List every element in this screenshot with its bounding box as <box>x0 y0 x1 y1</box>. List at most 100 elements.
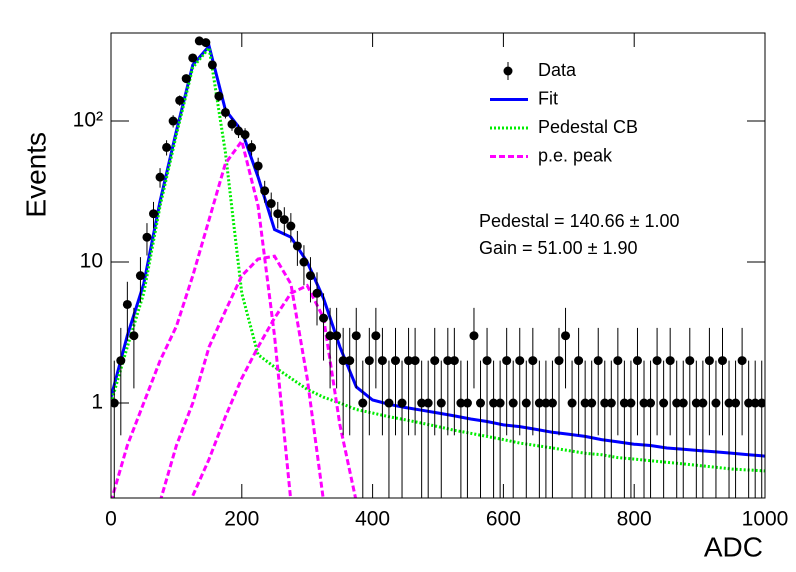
data-point <box>234 126 244 136</box>
data-point <box>554 356 564 366</box>
data-point <box>502 356 512 366</box>
data-point <box>561 331 571 341</box>
data-point <box>351 331 361 341</box>
data-point <box>299 257 309 267</box>
data-point <box>489 398 499 408</box>
data-point <box>731 398 741 408</box>
data-point <box>338 356 348 366</box>
data-point <box>240 130 250 140</box>
data-point <box>462 398 472 408</box>
data-point <box>390 356 400 366</box>
data-point <box>122 299 132 309</box>
data-point <box>220 107 230 117</box>
data-point <box>495 398 505 408</box>
data-point <box>247 142 257 152</box>
data-point <box>691 398 701 408</box>
data-point <box>587 398 597 408</box>
data-point <box>606 398 616 408</box>
data-point <box>639 398 649 408</box>
data-point <box>181 74 191 84</box>
y-tick-label: 10 <box>80 250 103 273</box>
data-point <box>626 398 636 408</box>
x-axis-label: ADC <box>704 531 763 562</box>
data-point <box>260 186 270 196</box>
data-point <box>724 398 734 408</box>
data-point <box>149 209 159 219</box>
data-point <box>188 53 198 63</box>
data-point <box>279 215 289 225</box>
data-point <box>207 60 217 70</box>
data-point <box>482 356 492 366</box>
data-point <box>600 398 610 408</box>
data-point <box>508 398 518 408</box>
data-point <box>547 398 557 408</box>
data-point <box>659 398 669 408</box>
x-tick-label: 600 <box>486 508 521 531</box>
data-point <box>704 356 714 366</box>
data-point <box>377 356 387 366</box>
data-point <box>580 398 590 408</box>
data-point <box>358 398 368 408</box>
data-point <box>567 398 577 408</box>
legend-symbol <box>503 66 513 76</box>
data-point <box>286 221 296 231</box>
x-tick-label: 1000 <box>742 508 789 531</box>
data-point <box>685 356 695 366</box>
data-point <box>384 398 394 408</box>
data-point <box>528 356 538 366</box>
data-point <box>632 356 642 366</box>
data-point <box>397 398 407 408</box>
data-point <box>456 398 466 408</box>
y-tick-label: 10² <box>73 109 103 132</box>
legend-label: Fit <box>538 88 558 108</box>
data-point <box>227 119 237 129</box>
data-point <box>717 356 727 366</box>
data-point <box>266 199 276 209</box>
fit-component <box>159 254 325 498</box>
data-point <box>430 356 440 366</box>
data-point <box>436 398 446 408</box>
fit-curve <box>111 42 765 458</box>
data-point <box>253 161 263 171</box>
data-point <box>646 398 656 408</box>
data-point <box>214 91 224 101</box>
data-point <box>371 331 381 341</box>
y-axis-label: Events <box>20 132 51 218</box>
data-point <box>417 398 427 408</box>
data-point <box>678 398 688 408</box>
data-point <box>593 356 603 366</box>
legend-label: Data <box>538 60 577 80</box>
data-point <box>698 398 708 408</box>
data-point <box>410 356 420 366</box>
data-point <box>404 356 414 366</box>
data-point <box>652 356 662 366</box>
data-point <box>129 331 139 341</box>
data-point <box>162 142 172 152</box>
data-point <box>142 232 152 242</box>
data-point <box>737 356 747 366</box>
data-point <box>423 398 433 408</box>
data-point <box>476 398 486 408</box>
data-point <box>273 209 283 219</box>
data-point <box>135 271 145 281</box>
x-tick-label: 200 <box>224 508 259 531</box>
data-point <box>312 288 322 298</box>
data-point <box>332 331 342 341</box>
data-point <box>305 271 315 281</box>
data-point <box>665 356 675 366</box>
fit-component <box>111 137 293 498</box>
data-point <box>521 398 531 408</box>
fit-curve <box>111 44 765 473</box>
data-point <box>574 356 584 366</box>
data-point <box>292 241 302 251</box>
data-point <box>619 398 629 408</box>
data-point <box>175 95 185 105</box>
data-point <box>325 331 335 341</box>
data-point <box>345 356 355 366</box>
legend-label: p.e. peak <box>538 145 613 165</box>
data-point <box>613 356 623 366</box>
data-point <box>515 356 525 366</box>
data-point <box>116 356 126 366</box>
